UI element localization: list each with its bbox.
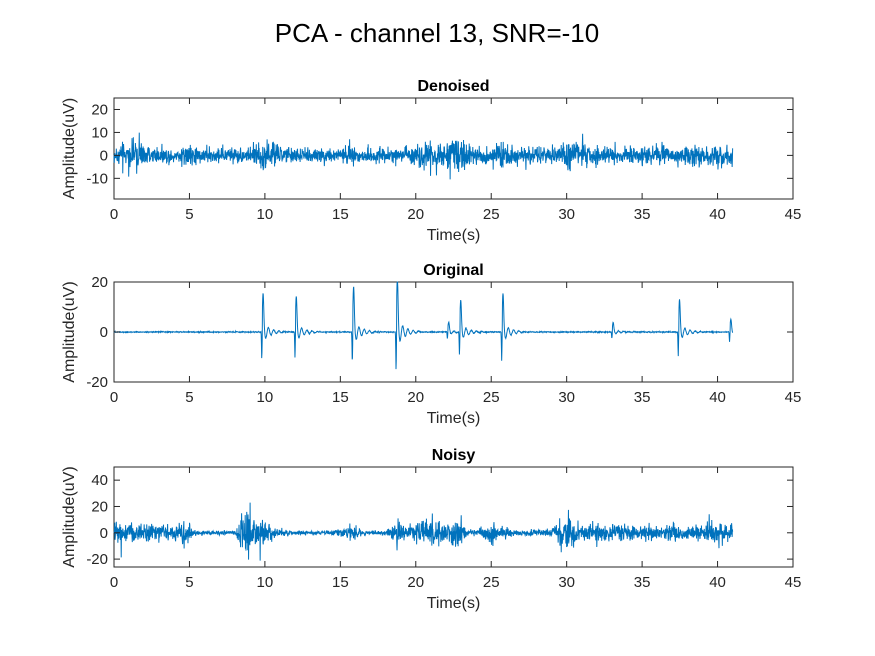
x-tick-label: 10 xyxy=(257,206,274,223)
x-tick-label: 0 xyxy=(110,574,118,591)
x-axis-label: Time(s) xyxy=(427,595,481,612)
x-tick-label: 0 xyxy=(110,206,118,223)
x-tick-label: 45 xyxy=(785,574,802,591)
x-tick-label: 30 xyxy=(558,574,575,591)
y-tick-label: 10 xyxy=(91,124,108,141)
subplot-title: Original xyxy=(423,262,483,279)
x-axis-label: Time(s) xyxy=(427,410,481,427)
y-tick-label: 0 xyxy=(100,525,108,542)
figure-title: PCA - channel 13, SNR=-10 xyxy=(275,18,599,48)
x-tick-label: 45 xyxy=(785,206,802,223)
x-tick-label: 20 xyxy=(407,574,424,591)
x-tick-label: 15 xyxy=(332,389,349,406)
y-tick-label: 20 xyxy=(91,498,108,515)
y-tick-label: -20 xyxy=(86,551,108,568)
x-tick-label: 30 xyxy=(558,206,575,223)
x-tick-label: 25 xyxy=(483,206,500,223)
x-tick-label: 5 xyxy=(185,389,193,406)
x-tick-label: 15 xyxy=(332,206,349,223)
subplot-original: 0 5 10 15 20 25 30 35 40 45-20020OriginalTime(s)A… xyxy=(61,262,801,427)
x-axis-label: Time(s) xyxy=(427,227,481,244)
signal-trace xyxy=(113,502,734,561)
y-axis-label: Amplitude(uV) xyxy=(61,281,78,382)
x-tick-label: 0 xyxy=(110,389,118,406)
x-tick-label: 20 xyxy=(407,206,424,223)
x-tick-label: 25 xyxy=(483,389,500,406)
x-tick-label: 15 xyxy=(332,574,349,591)
x-tick-label: 25 xyxy=(483,574,500,591)
x-tick-label: 10 xyxy=(257,389,274,406)
y-tick-label: 0 xyxy=(100,324,108,341)
y-axis-label: Amplitude(uV) xyxy=(61,98,78,199)
y-tick-label: 20 xyxy=(91,101,108,118)
subplot-title: Denoised xyxy=(417,78,489,95)
x-tick-label: 5 xyxy=(185,206,193,223)
x-tick-label: 30 xyxy=(558,389,575,406)
axes-box xyxy=(113,466,794,568)
signal-trace xyxy=(113,132,734,180)
x-tick-label: 35 xyxy=(634,206,651,223)
x-tick-label: 20 xyxy=(407,389,424,406)
x-tick-label: 40 xyxy=(709,389,726,406)
y-tick-label: -20 xyxy=(86,374,108,391)
y-tick-label: 40 xyxy=(91,472,108,489)
y-tick-label: 20 xyxy=(91,274,108,291)
signal-trace xyxy=(113,281,734,370)
y-tick-label: -10 xyxy=(86,170,108,187)
subplot-title: Noisy xyxy=(432,447,476,464)
x-tick-label: 40 xyxy=(709,574,726,591)
x-tick-label: 40 xyxy=(709,206,726,223)
x-tick-label: 35 xyxy=(634,389,651,406)
y-axis-label: Amplitude(uV) xyxy=(61,466,78,567)
x-tick-label: 35 xyxy=(634,574,651,591)
x-tick-label: 45 xyxy=(785,389,802,406)
x-tick-label: 10 xyxy=(257,574,274,591)
subplot-noisy: 0 5 10 15 20 25 30 35 40 45-2002040NoisyTime(s)Am… xyxy=(61,447,801,612)
subplot-denoised: 0 5 10 15 20 25 30 35 40 45 -10 0 10 20 Denoised Time(s… xyxy=(61,78,801,244)
x-tick-label: 5 xyxy=(185,574,193,591)
y-tick-label: 0 xyxy=(100,147,108,164)
